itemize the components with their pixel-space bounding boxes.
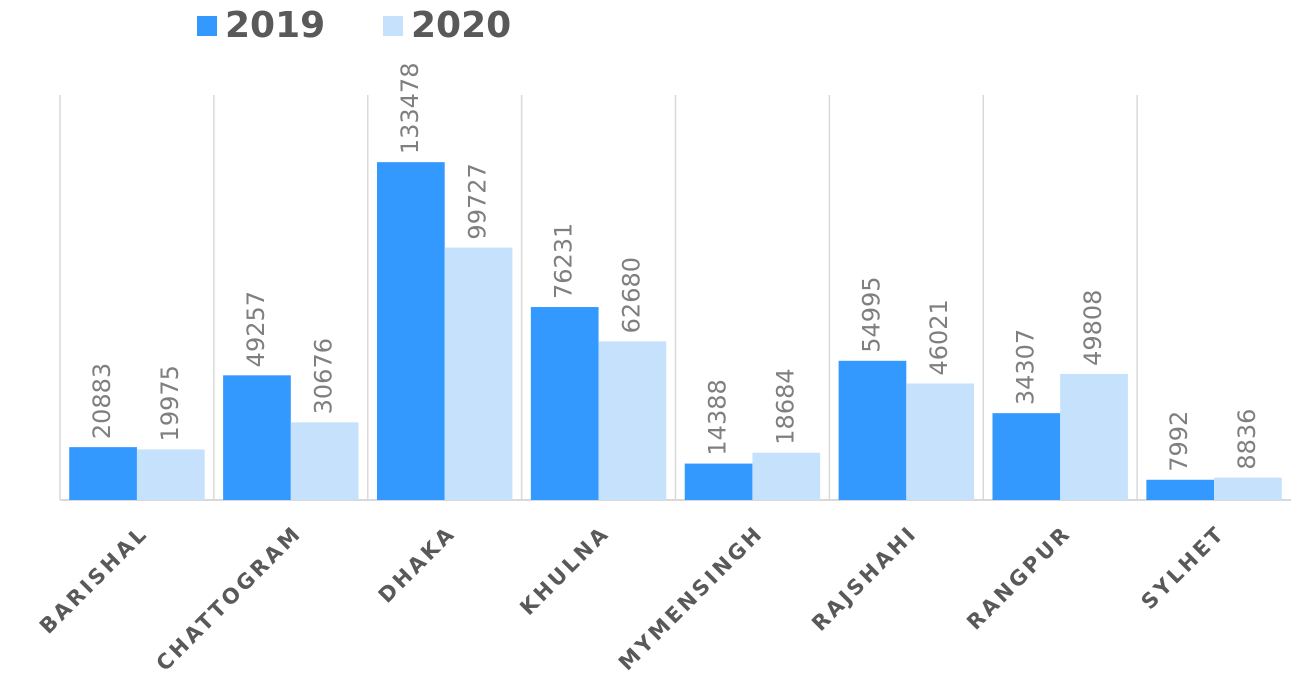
data-label: 46021: [925, 299, 953, 375]
bar: [69, 447, 137, 500]
x-tick-label: SYLHET: [1137, 521, 1230, 614]
bar: [1146, 479, 1215, 500]
legend-swatch: [197, 16, 217, 36]
bar: [530, 307, 599, 500]
bar: [906, 383, 975, 500]
bar: [1060, 373, 1128, 500]
data-label: 7992: [1165, 411, 1193, 472]
data-label: 99727: [464, 163, 492, 239]
x-tick-label: RAJSHAHI: [807, 521, 922, 636]
bar: [838, 360, 907, 500]
bar: [223, 375, 291, 500]
bar: [136, 449, 205, 500]
data-label: 8836: [1233, 409, 1261, 470]
bar: [444, 247, 513, 500]
x-tick-label: RANGPUR: [962, 521, 1076, 635]
legend-label: 2019: [225, 5, 325, 46]
data-label: 49808: [1079, 290, 1107, 366]
data-label: 30676: [310, 338, 338, 414]
bar: [752, 452, 821, 500]
x-tick-label: CHATTOGRAM: [152, 521, 307, 676]
data-label: 62680: [617, 257, 645, 333]
legend-swatch: [383, 16, 403, 36]
bar: [290, 422, 359, 500]
data-label: 49257: [242, 291, 270, 367]
bar: [992, 413, 1061, 500]
bar: [684, 463, 753, 500]
bar: [598, 341, 667, 500]
data-label: 133478: [396, 63, 424, 155]
x-tick-label: DHAKA: [374, 521, 461, 608]
legend-label: 2020: [411, 5, 511, 46]
data-label: 19975: [156, 365, 184, 441]
bar: [376, 162, 445, 500]
x-tick-label: KHULNA: [515, 521, 614, 620]
data-label: 20883: [88, 363, 116, 439]
x-tick-label: MYMENSINGH: [614, 521, 768, 675]
bar: [1214, 477, 1282, 500]
x-tick-label: BARISHAL: [35, 521, 153, 639]
data-label: 34307: [1011, 329, 1039, 405]
data-label: 14388: [704, 379, 732, 455]
data-label: 54995: [857, 276, 885, 352]
data-label: 18684: [771, 368, 799, 444]
data-label: 76231: [550, 223, 578, 299]
